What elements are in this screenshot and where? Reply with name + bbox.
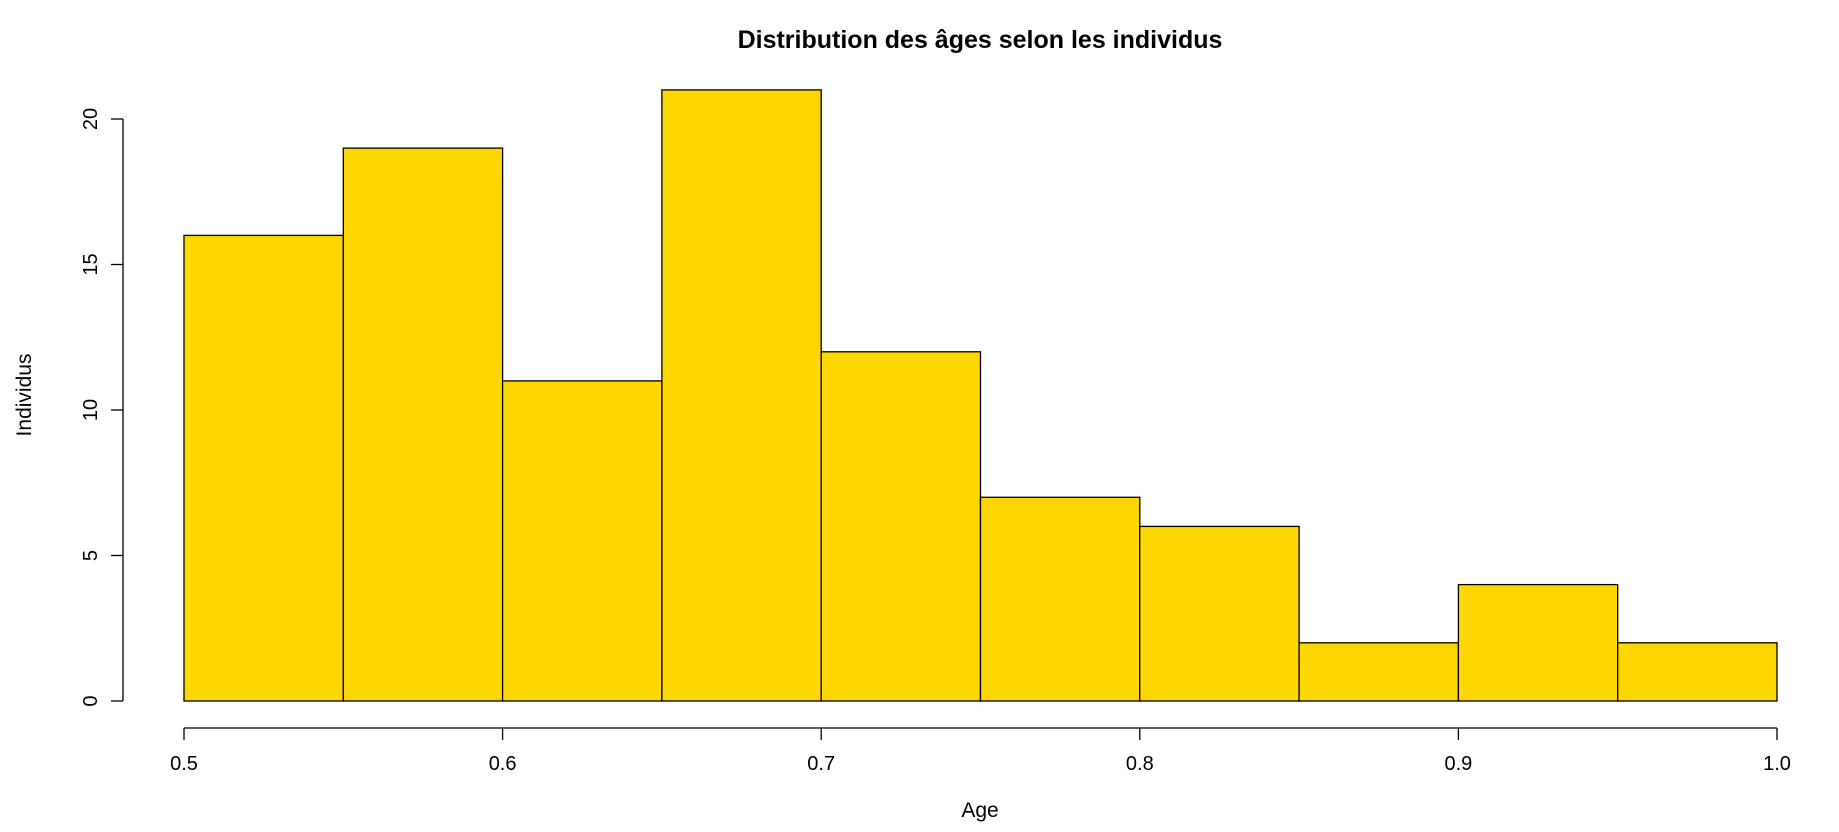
histogram-bar [661, 89, 822, 702]
x-tick-label: 0.5 [170, 753, 198, 775]
y-tick-label: 5 [80, 550, 102, 561]
histogram-bar [342, 147, 504, 702]
histogram-bar [1298, 642, 1460, 702]
x-axis-label: Age [961, 799, 998, 822]
x-tick-label: 1.0 [1763, 753, 1791, 775]
chart-title: Distribution des âges selon les individu… [738, 26, 1223, 54]
x-tick-label: 0.7 [807, 753, 835, 775]
bars-group [183, 89, 1778, 702]
histogram-bar [979, 496, 1141, 702]
y-axis-label: Individus [13, 354, 36, 437]
y-axis: 0 5 10 15 20 [80, 108, 124, 707]
histogram-bar [820, 351, 982, 702]
x-tick-label: 0.8 [1126, 753, 1154, 775]
x-tick-label: 0.6 [489, 753, 517, 775]
x-axis: 0.5 0.6 0.7 0.8 0.9 1.0 [170, 727, 1791, 775]
y-tick-label: 0 [80, 695, 102, 706]
y-tick-label: 15 [80, 253, 102, 275]
histogram-bar [501, 380, 663, 702]
histogram-bar [1139, 525, 1300, 702]
y-tick-label: 20 [80, 108, 102, 130]
histogram-bar [1457, 583, 1619, 702]
histogram-bar [183, 234, 344, 702]
y-tick-label: 10 [80, 399, 102, 421]
histogram-bar [1617, 642, 1778, 702]
x-tick-label: 0.9 [1444, 753, 1472, 775]
